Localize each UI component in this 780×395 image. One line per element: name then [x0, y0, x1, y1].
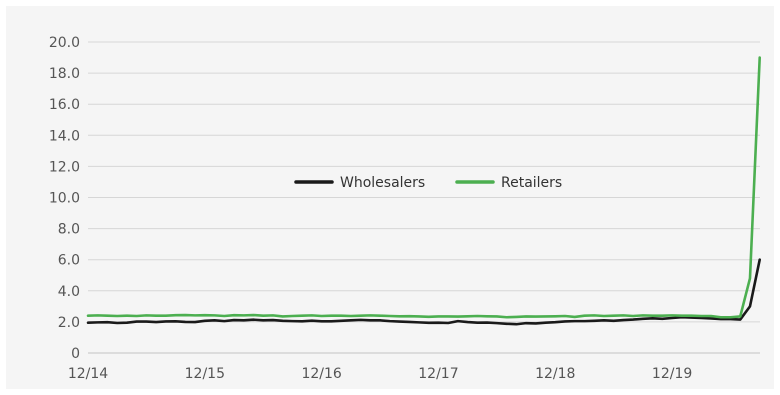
y-tick-label: 18.0 — [49, 66, 80, 82]
y-tick-label: 10.0 — [49, 191, 80, 207]
y-tick-label: 8.0 — [58, 222, 80, 238]
y-tick-label: 6.0 — [58, 253, 80, 269]
x-tick-label: 12/17 — [418, 366, 458, 382]
series-line-wholesalers — [86, 258, 762, 326]
x-tick-label: 12/18 — [535, 366, 575, 382]
y-tick-label: 4.0 — [58, 284, 80, 300]
x-tick-label: 12/19 — [652, 366, 692, 382]
x-tick-label: 12/15 — [185, 366, 225, 382]
legend-label: Retailers — [501, 175, 562, 191]
x-tick-label: 12/14 — [68, 366, 108, 382]
y-tick-label: 20.0 — [49, 35, 80, 51]
y-tick-label: 14.0 — [49, 128, 80, 144]
y-tick-label: 2.0 — [58, 315, 80, 331]
y-tick-label: 12.0 — [49, 159, 80, 175]
series-line-retailers — [86, 56, 762, 319]
y-tick-label: 0 — [71, 346, 80, 362]
x-tick-label: 12/16 — [301, 366, 341, 382]
legend-label: Wholesalers — [340, 175, 425, 191]
y-tick-label: 16.0 — [49, 97, 80, 113]
